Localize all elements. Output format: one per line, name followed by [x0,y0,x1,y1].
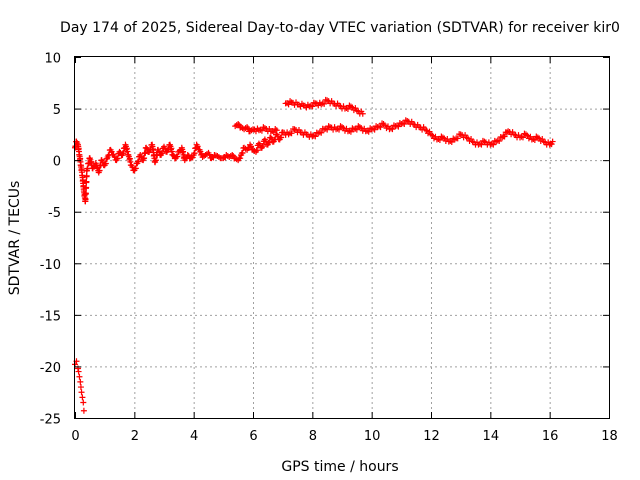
data-point [248,143,255,150]
data-point [132,165,139,172]
y-tick-label: -10 [40,258,61,273]
data-point [77,378,84,385]
data-point [401,120,408,127]
y-tick-label: 0 [53,155,61,170]
x-tick-label: 8 [309,429,317,444]
y-tick-label: 5 [53,103,61,118]
data-point [423,127,430,134]
data-point [76,373,83,380]
data-point [75,368,82,375]
data-point [255,140,262,147]
x-tick-label: 6 [249,429,257,444]
y-tick-label: -5 [48,206,61,221]
data-point [312,133,319,140]
data-point [239,149,246,156]
data-point [273,127,280,134]
data-point [501,133,508,140]
data-point [321,100,328,107]
x-tick-label: 12 [423,429,440,444]
data-point [235,121,242,128]
data-point [478,141,485,148]
data-point [116,148,123,155]
data-points [72,96,556,414]
data-point [80,399,87,406]
x-tick-label: 0 [71,429,79,444]
data-point [267,134,274,141]
data-point [278,134,285,141]
data-point [496,138,503,145]
data-point [454,135,461,142]
data-point [78,389,85,396]
x-tick-label: 10 [364,429,381,444]
y-tick-label: -25 [40,413,61,428]
data-point [194,143,201,150]
plot-frame [74,56,610,419]
data-point [288,130,295,137]
data-point [490,141,497,148]
x-axis-label: GPS time / hours [281,459,398,475]
axis-ticks: 0 2 4 6 8 10 12 14 16 18 -25 -20 -15 -10 -5 0 5 10 [40,52,618,445]
data-point [457,131,464,138]
data-point [549,138,556,145]
data-point [318,129,325,136]
data-point [143,144,150,151]
data-point [519,134,526,141]
x-tick-label: 14 [483,429,500,444]
data-point [389,126,396,133]
data-point [184,151,191,158]
data-point [80,407,87,414]
data-point [359,110,366,117]
x-tick-label: 2 [131,429,139,444]
data-point [291,126,298,133]
data-point [108,148,115,155]
y-tick-label: 10 [44,52,61,67]
data-point [266,139,273,146]
x-tick-label: 4 [190,429,198,444]
data-point [237,155,244,162]
data-point [244,124,251,131]
data-point [377,124,384,131]
y-axis-label: SDTVAR / TECUs [7,181,23,296]
data-point [174,153,181,160]
data-point [77,384,84,391]
grid-lines [75,57,609,418]
data-point [310,99,317,106]
data-point [79,394,86,401]
data-point [324,97,331,104]
data-point [309,103,316,110]
data-point [229,151,236,158]
chart-title: Day 174 of 2025, Sidereal Day-to-day VTE… [60,20,620,36]
data-point [169,151,176,158]
y-tick-label: -15 [40,309,61,324]
x-tick-label: 16 [542,429,559,444]
y-tick-label: -20 [40,361,61,376]
x-tick-label: 18 [601,429,618,444]
